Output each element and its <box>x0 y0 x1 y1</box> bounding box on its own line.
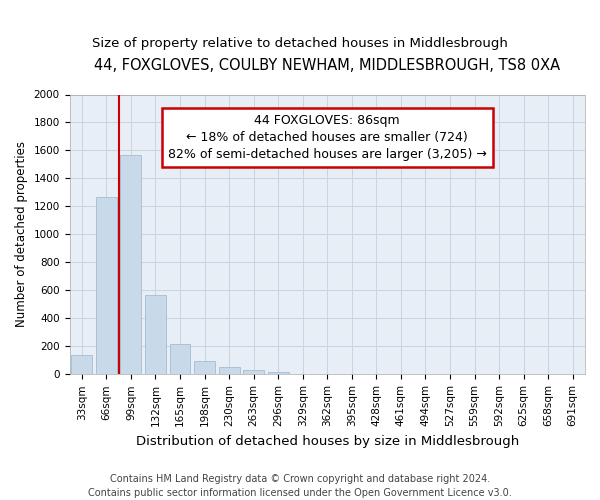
Bar <box>121 154 142 374</box>
Bar <box>218 366 239 374</box>
Bar <box>194 361 215 374</box>
Bar <box>170 344 190 374</box>
Bar <box>145 294 166 374</box>
Bar <box>71 354 92 374</box>
Text: Contains HM Land Registry data © Crown copyright and database right 2024.
Contai: Contains HM Land Registry data © Crown c… <box>88 474 512 498</box>
X-axis label: Distribution of detached houses by size in Middlesbrough: Distribution of detached houses by size … <box>136 434 519 448</box>
Bar <box>96 196 117 374</box>
Title: 44, FOXGLOVES, COULBY NEWHAM, MIDDLESBROUGH, TS8 0XA: 44, FOXGLOVES, COULBY NEWHAM, MIDDLESBRO… <box>94 58 560 72</box>
Bar <box>268 372 289 374</box>
Text: 44 FOXGLOVES: 86sqm
← 18% of detached houses are smaller (724)
82% of semi-detac: 44 FOXGLOVES: 86sqm ← 18% of detached ho… <box>168 114 487 161</box>
Bar <box>243 370 264 374</box>
Y-axis label: Number of detached properties: Number of detached properties <box>15 142 28 328</box>
Text: Size of property relative to detached houses in Middlesbrough: Size of property relative to detached ho… <box>92 38 508 51</box>
